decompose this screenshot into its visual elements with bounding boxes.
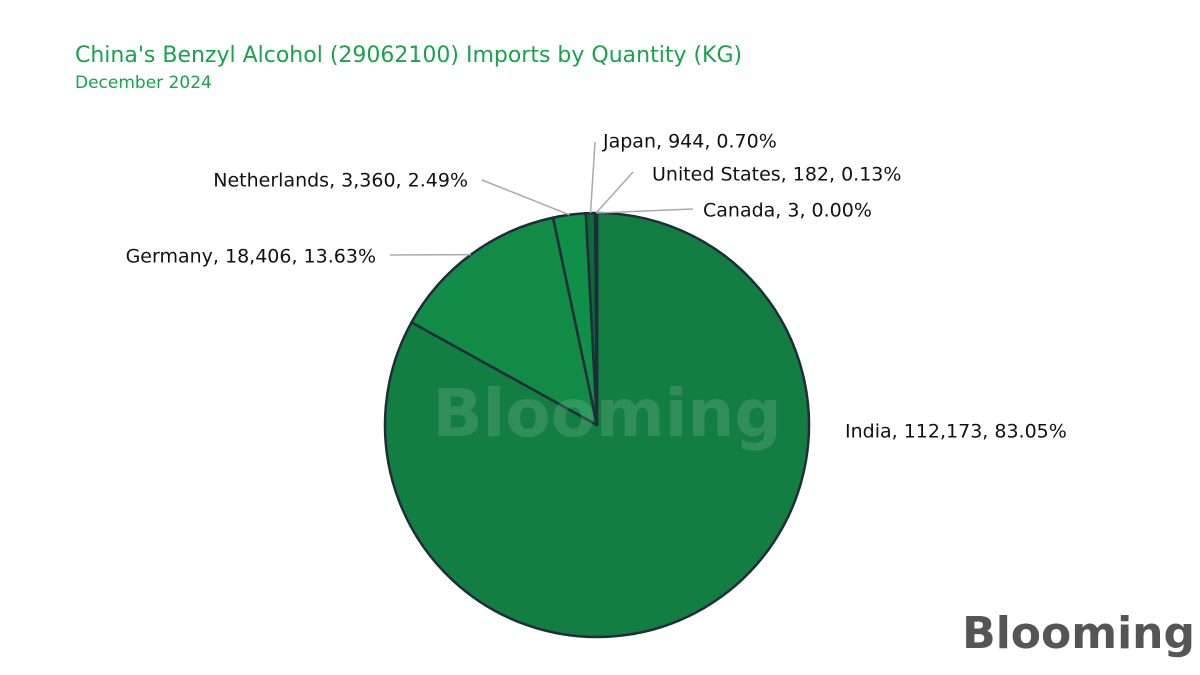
- data-label: India, 112,173, 83.05%: [845, 421, 1067, 443]
- logo: Blooming: [962, 608, 1195, 659]
- leader-line: [596, 208, 694, 214]
- leader-line: [595, 171, 634, 214]
- pie-slice: [410, 216, 599, 427]
- pie: [383, 211, 811, 639]
- leader-line: [589, 141, 596, 214]
- data-label: Netherlands, 3,360, 2.49%: [213, 170, 468, 192]
- chart-subtitle: December 2024: [75, 73, 212, 93]
- data-label: United States, 182, 0.13%: [652, 164, 901, 186]
- watermark: Blooming: [432, 375, 781, 452]
- pie-slice: [383, 211, 811, 639]
- data-label: Canada, 3, 0.00%: [703, 200, 872, 222]
- chart-title: China's Benzyl Alcohol (29062100) Import…: [75, 43, 742, 68]
- data-label: Germany, 18,406, 13.63%: [126, 246, 376, 268]
- data-label: Japan, 944, 0.70%: [602, 131, 777, 153]
- leader-line: [481, 179, 570, 216]
